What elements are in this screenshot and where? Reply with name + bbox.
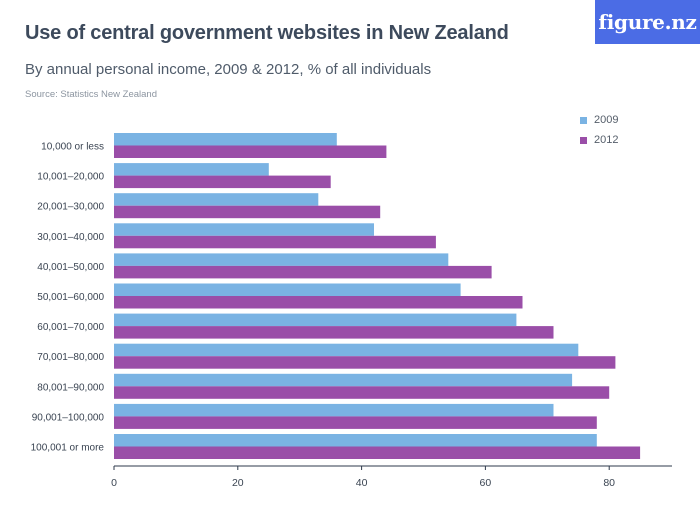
y-tick-label: 50,001–60,000 (37, 292, 104, 303)
bar-2009 (114, 283, 461, 296)
y-tick-label: 10,000 or less (41, 142, 104, 153)
x-tick-label: 0 (111, 477, 117, 489)
bar-2009 (114, 373, 573, 387)
legend-label-2012: 2012 (594, 134, 619, 146)
x-tick-label: 80 (603, 477, 615, 489)
x-tick-label: 20 (232, 477, 244, 489)
x-tick-label: 40 (356, 477, 368, 489)
chart-title: Use of central government websites in Ne… (25, 22, 509, 44)
bar-2012 (114, 175, 331, 189)
bar-2012 (114, 356, 616, 369)
y-tick-label: 70,001–80,000 (37, 352, 104, 363)
bar-2012 (114, 205, 381, 219)
figure-nz-logo[interactable]: figure.nz (595, 0, 700, 44)
bar-2012 (114, 296, 523, 309)
bar-2009 (114, 343, 579, 357)
bar-2012 (114, 265, 492, 279)
bar-2009 (114, 313, 517, 327)
bar-2009 (114, 133, 337, 146)
y-tick-label: 20,001–30,000 (37, 202, 104, 213)
bar-2009 (114, 434, 597, 447)
chart-source: Source: Statistics New Zealand (25, 89, 158, 100)
y-tick-label: 90,001–100,000 (32, 412, 105, 423)
bar-2009 (114, 163, 269, 176)
x-tick-label: 60 (480, 477, 492, 489)
y-tick-label: 60,001–70,000 (37, 322, 104, 333)
bar-2009 (114, 193, 319, 206)
bar-2012 (114, 235, 436, 249)
legend-item-2012: 2012 (580, 130, 618, 150)
chart-subtitle: By annual personal income, 2009 & 2012, … (25, 61, 432, 78)
y-tick-label: 10,001–20,000 (37, 172, 104, 183)
y-tick-label: 30,001–40,000 (37, 232, 104, 243)
bar-2012 (114, 326, 554, 339)
bar-2012 (114, 386, 610, 399)
bar-2009 (114, 223, 374, 236)
chart-legend: 2009 2012 (580, 110, 618, 150)
y-tick-label: 40,001–50,000 (37, 262, 104, 273)
bar-2012 (114, 446, 641, 459)
legend-label-2009: 2009 (594, 114, 619, 126)
bar-2012 (114, 416, 597, 429)
y-tick-label: 80,001–90,000 (37, 382, 104, 393)
legend-item-2009: 2009 (580, 110, 618, 130)
bar-2009 (114, 403, 554, 417)
bar-2012 (114, 145, 387, 158)
legend-swatch-2009 (580, 116, 587, 124)
y-tick-label: 100,001 or more (31, 443, 105, 454)
bar-2009 (114, 253, 449, 266)
legend-swatch-2012 (580, 136, 587, 144)
